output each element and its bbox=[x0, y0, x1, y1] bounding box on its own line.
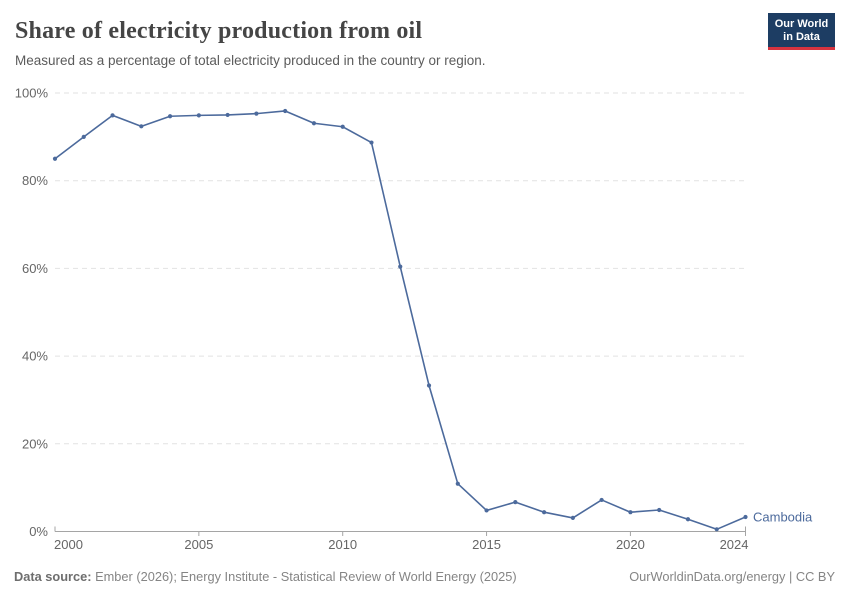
data-point-marker bbox=[398, 264, 403, 269]
x-axis-tick-label: 2015 bbox=[472, 537, 501, 552]
data-source-note: Data source: Ember (2026); Energy Instit… bbox=[14, 569, 517, 584]
y-axis-tick-label: 60% bbox=[22, 261, 48, 276]
owid-logo[interactable]: Our World in Data bbox=[768, 13, 835, 50]
y-axis-tick-label: 100% bbox=[15, 86, 49, 101]
data-point-marker bbox=[52, 156, 58, 161]
data-point-marker bbox=[196, 113, 201, 118]
data-point-marker bbox=[542, 510, 547, 515]
data-point-marker bbox=[657, 507, 662, 513]
y-axis-tick-label: 80% bbox=[22, 173, 48, 188]
data-point-marker bbox=[110, 113, 115, 118]
chart-subtitle: Measured as a percentage of total electr… bbox=[15, 53, 486, 68]
data-point-marker bbox=[254, 111, 259, 116]
data-point-marker bbox=[570, 515, 575, 521]
series-line-cambodia bbox=[54, 110, 746, 531]
data-point-marker bbox=[685, 517, 691, 522]
y-axis-tick-label: 20% bbox=[22, 436, 48, 451]
data-point-marker bbox=[81, 134, 86, 139]
x-axis-tick-label: 2010 bbox=[328, 537, 357, 552]
data-point-marker bbox=[311, 121, 317, 126]
owid-credit-link[interactable]: OurWorldinData.org/energy | CC BY bbox=[629, 569, 835, 584]
page-title: Share of electricity production from oil bbox=[15, 18, 423, 44]
data-point-marker bbox=[455, 481, 460, 486]
data-point-marker bbox=[283, 108, 288, 114]
x-axis-tick-label: 2000 bbox=[54, 537, 83, 552]
data-point-marker bbox=[484, 508, 489, 513]
owid-logo-line2: in Data bbox=[783, 31, 820, 43]
x-axis-tick-label: 2005 bbox=[184, 537, 213, 552]
data-point-marker bbox=[599, 497, 604, 503]
data-point-marker bbox=[513, 500, 518, 505]
data-point-marker bbox=[225, 112, 230, 118]
data-point-marker bbox=[167, 114, 173, 119]
data-point-marker bbox=[340, 124, 345, 129]
y-axis-tick-label: 40% bbox=[22, 349, 48, 364]
data-point-marker bbox=[426, 383, 432, 388]
data-point-marker bbox=[628, 510, 633, 515]
data-point-marker bbox=[714, 527, 719, 532]
y-axis-tick-label: 0% bbox=[29, 524, 48, 539]
owid-logo-line1: Our World bbox=[774, 18, 829, 30]
entity-label[interactable]: Cambodia bbox=[753, 510, 813, 525]
data-point-marker bbox=[139, 124, 144, 129]
data-source-label: Data source: bbox=[14, 569, 92, 584]
data-point-marker bbox=[369, 140, 374, 145]
x-axis-tick-label: 2020 bbox=[616, 537, 645, 552]
x-axis-tick-label: 2024 bbox=[720, 537, 749, 552]
data-source-text: Ember (2026); Energy Institute - Statist… bbox=[91, 569, 517, 584]
data-point-marker bbox=[743, 514, 748, 520]
